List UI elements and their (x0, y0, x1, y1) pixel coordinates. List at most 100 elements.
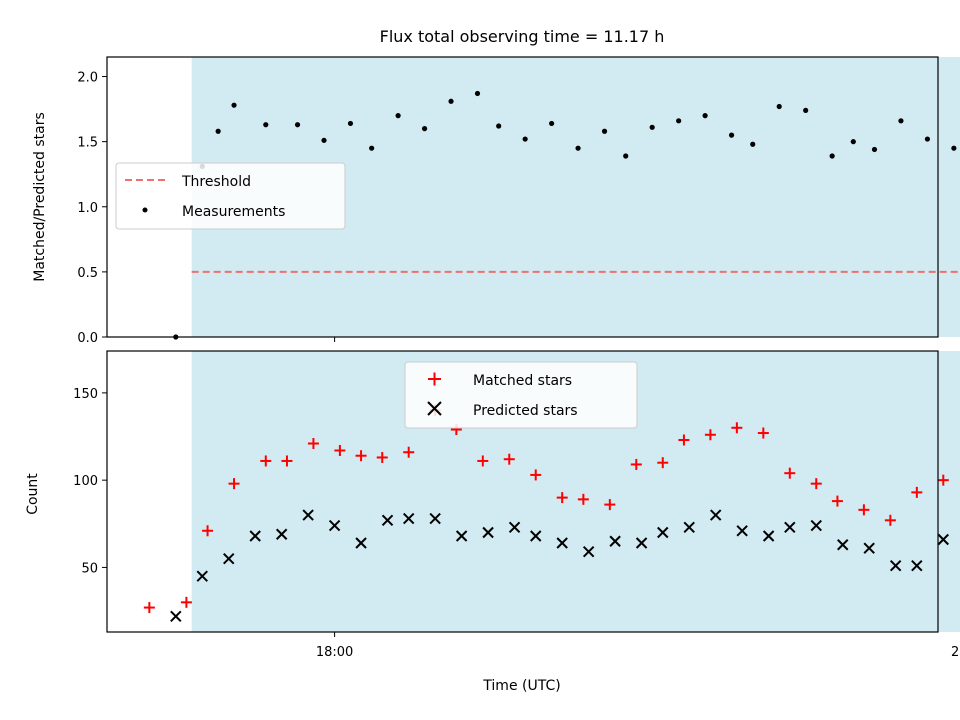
matched-point (143, 602, 155, 614)
measurement-point (231, 102, 237, 108)
count-legend-box (404, 361, 638, 429)
matched-point (937, 474, 949, 486)
predicted-point (530, 530, 542, 542)
predicted-point (582, 546, 595, 558)
measurement-point (575, 145, 581, 151)
matched-point (355, 450, 367, 462)
measurement-point (215, 128, 221, 134)
predicted-point (482, 526, 494, 539)
matched-point (630, 458, 642, 470)
predicted-point (355, 537, 367, 549)
predicted-point (328, 519, 341, 532)
measurement-point (623, 153, 629, 159)
matched-point (260, 455, 272, 467)
predicted-point (709, 509, 722, 521)
x-axis-label: Time (UTC) (482, 678, 560, 694)
predicted-points (170, 509, 950, 622)
count-axes-frame (106, 350, 939, 633)
measurement-point (347, 120, 354, 127)
matched-point (731, 422, 743, 434)
count-x-ticks: 18:0020:0022:0000:0002:0004:0006:00 (316, 632, 960, 660)
predicted-point (170, 610, 182, 622)
legend-measurements-label: Measurements (182, 204, 285, 220)
predicted-point (381, 514, 394, 527)
y-tick-label: 1.0 (77, 201, 98, 216)
y-tick-label: 0.5 (77, 266, 98, 281)
matched-point (556, 492, 568, 504)
predicted-point (911, 559, 923, 572)
predicted-point (455, 530, 468, 542)
matched-point (604, 499, 616, 511)
predicted-point (609, 535, 621, 547)
y-tick-label: 2.0 (77, 71, 98, 86)
matched-point (281, 455, 293, 467)
count-legend: Matched stars Predicted stars (404, 361, 638, 429)
measurement-point (898, 118, 904, 124)
ratio-y-ticks: 0.0 0.5 1.0 1.5 2.0 (77, 71, 107, 346)
measurement-point (474, 90, 481, 97)
predicted-point (837, 539, 849, 551)
predicted-point (302, 509, 314, 521)
predicted-point (863, 542, 875, 554)
matched-point (911, 486, 923, 498)
measurement-point (294, 122, 301, 128)
matched-point (704, 429, 716, 441)
ratio-legend-box (115, 162, 346, 230)
measurement-point (850, 139, 856, 145)
legend-predicted-swatch (427, 401, 442, 416)
ratio-legend: Threshold Measurements (115, 162, 346, 230)
legend-measurement-swatch (142, 207, 148, 213)
measurement-point (601, 128, 608, 134)
measurement-point (750, 141, 756, 147)
measurement-point (924, 136, 931, 142)
measurement-point (496, 123, 502, 129)
matched-point (784, 467, 796, 479)
matched-point (180, 596, 192, 608)
measurement-point (702, 113, 708, 119)
measurement-point (776, 103, 782, 110)
measurement-point (321, 137, 327, 143)
ratio-panel: 0.00.51.01.52.0 Matched/Predicted stars … (32, 56, 960, 346)
predicted-point (402, 512, 415, 525)
y-tick-label: 100 (73, 474, 98, 489)
predicted-point (556, 537, 568, 549)
predicted-point (275, 528, 288, 540)
matched-point (334, 444, 346, 456)
y-tick-label: 0.0 (77, 331, 98, 346)
legend-matched-swatch (428, 372, 441, 386)
x-tick-label: 20:00 (951, 645, 960, 660)
measurement-point (676, 118, 682, 124)
ratio-axes-frame (106, 56, 939, 338)
measurement-point (549, 120, 555, 127)
measurement-point (395, 113, 401, 119)
matched-point (307, 438, 319, 450)
count-y-axis-label: Count (25, 473, 41, 515)
predicted-point (889, 559, 902, 572)
chart-title: Flux total observing time = 11.17 h (380, 27, 665, 46)
predicted-point (508, 521, 521, 533)
predicted-point (736, 525, 748, 537)
predicted-point (784, 521, 796, 533)
measurement-point (803, 107, 809, 113)
predicted-point (223, 552, 235, 565)
matched-point (530, 469, 542, 481)
matched-point (477, 455, 489, 467)
matched-point (577, 493, 589, 505)
matched-point (858, 504, 870, 516)
count-y-ticks: 50 100 150 (73, 387, 107, 576)
predicted-point (635, 537, 648, 549)
ratio-y-axis-label: Matched/Predicted stars (32, 112, 48, 282)
measurement-point (728, 132, 735, 138)
matched-point (202, 525, 214, 537)
matched-point (757, 427, 769, 439)
matched-points (143, 404, 949, 614)
measurement-point (951, 145, 957, 151)
y-tick-label: 150 (73, 387, 98, 402)
predicted-point (429, 512, 441, 525)
measurement-point (522, 136, 528, 142)
measurement-point (263, 122, 269, 128)
y-tick-label: 1.5 (77, 136, 98, 151)
measurement-point (649, 124, 655, 130)
predicted-point (683, 521, 695, 533)
